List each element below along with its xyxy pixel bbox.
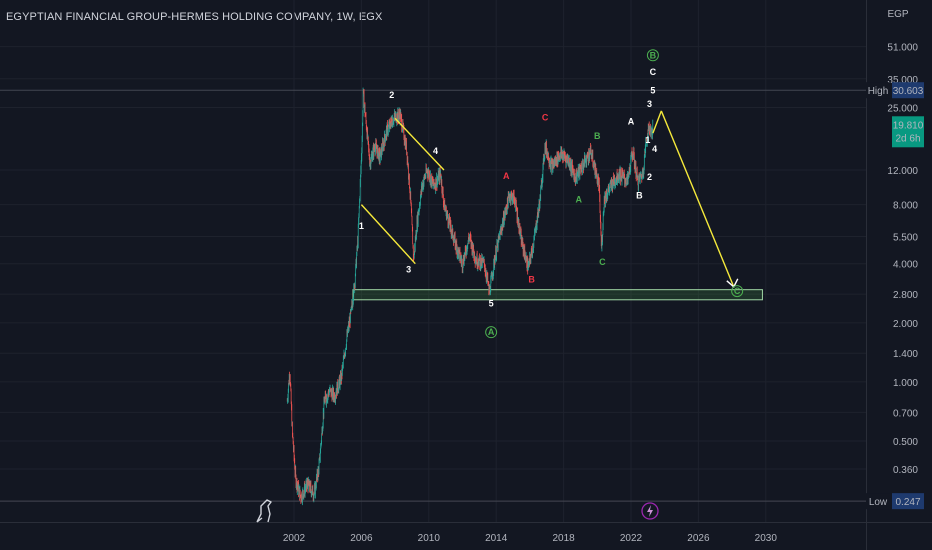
wave-label: A xyxy=(503,171,510,181)
time-tick-label: 2010 xyxy=(418,533,441,544)
price-tick-label: 2.800 xyxy=(893,290,918,301)
price-tick-label: 35.000 xyxy=(887,75,918,86)
wave-label: 2 xyxy=(647,172,652,182)
wave-label: A xyxy=(576,195,583,205)
trend-line[interactable] xyxy=(394,117,445,171)
low-badge-label: Low xyxy=(869,497,888,508)
wave-label: C xyxy=(542,112,549,122)
price-tick-label: 4.000 xyxy=(893,260,918,271)
wave-label: C xyxy=(599,257,606,267)
wave-label-circle xyxy=(731,285,744,298)
wave-label: C xyxy=(734,286,741,296)
low-badge-value: 0.247 xyxy=(895,497,920,508)
time-tick-label: 2022 xyxy=(620,533,643,544)
wave-label: 5 xyxy=(650,85,655,95)
time-tick-label: 2002 xyxy=(283,533,306,544)
wave-label: B xyxy=(594,131,601,141)
high-badge-label-bg xyxy=(866,82,891,99)
wave-label: A xyxy=(488,327,495,337)
time-tick-label: 2006 xyxy=(350,533,373,544)
low-badge-value-bg xyxy=(892,493,924,510)
last-price-badge xyxy=(892,116,924,148)
wave-label: 2 xyxy=(389,90,394,100)
wave-label: 5 xyxy=(489,299,494,309)
wave-label: 1 xyxy=(359,221,364,231)
high-badge-value: 30.603 xyxy=(893,86,924,97)
time-tick-label: 2014 xyxy=(485,533,508,544)
high-badge-value-bg xyxy=(892,82,924,99)
last-price-value: 19.810 xyxy=(893,120,924,131)
price-tick-label: 2.000 xyxy=(893,319,918,330)
support-zone[interactable] xyxy=(352,289,763,301)
price-tick-label: 5.500 xyxy=(893,233,918,244)
high-badge-label: High xyxy=(868,86,889,97)
low-badge-label-bg xyxy=(866,493,891,510)
wave-label: A xyxy=(628,116,635,126)
time-tick-label: 2030 xyxy=(755,533,778,544)
wave-label: 4 xyxy=(652,144,657,154)
wave-label: 3 xyxy=(406,265,411,275)
wave-label: C xyxy=(650,67,657,77)
price-tick-label: 0.500 xyxy=(893,437,918,448)
time-tick-label: 2026 xyxy=(687,533,710,544)
price-tick-label: 12.000 xyxy=(887,166,918,177)
time-tick-label: 2018 xyxy=(552,533,575,544)
trend-line[interactable] xyxy=(652,110,662,134)
wave-label: 3 xyxy=(647,99,652,109)
currency-label: EGP xyxy=(887,9,908,20)
trend-line[interactable] xyxy=(660,110,735,288)
price-tick-label: 1.000 xyxy=(893,378,918,389)
price-tick-label: 1.400 xyxy=(893,349,918,360)
price-tick-label: 25.000 xyxy=(887,103,918,114)
price-tick-label: 51.000 xyxy=(887,43,918,54)
chart-title: EGYPTIAN FINANCIAL GROUP-HERMES HOLDING … xyxy=(6,11,383,23)
price-tick-label: 0.360 xyxy=(893,465,918,476)
wave-label: B xyxy=(650,50,657,60)
wave-label-circle xyxy=(485,326,498,339)
trend-line[interactable] xyxy=(360,204,416,265)
flash-icon-bolt xyxy=(647,505,653,517)
wave-label: B xyxy=(636,190,643,200)
last-price-countdown: 2d 6h xyxy=(895,133,920,144)
price-tick-label: 8.000 xyxy=(893,201,918,212)
wave-label: 1 xyxy=(645,135,650,145)
logo-icon xyxy=(256,499,272,523)
price-tick-label: 0.700 xyxy=(893,408,918,419)
wave-label: 4 xyxy=(433,146,438,156)
wave-label-circle xyxy=(646,49,659,62)
wave-label: B xyxy=(528,275,535,285)
